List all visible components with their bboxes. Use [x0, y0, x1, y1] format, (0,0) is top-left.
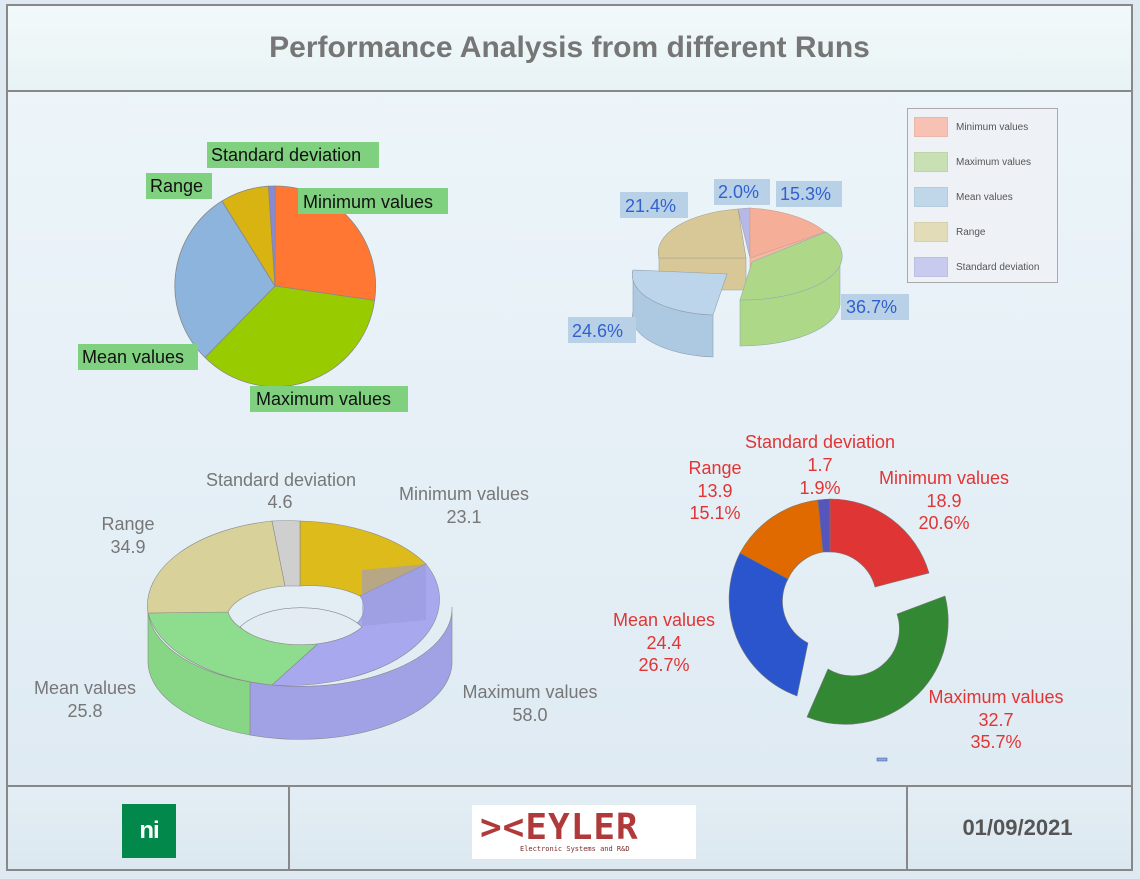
slice-maximum-values[interactable] — [204, 285, 376, 387]
label-stddev-name: Standard deviation — [206, 470, 356, 490]
legend-item-maximum[interactable]: Maximum values — [914, 152, 1031, 172]
label-stddev-value: 4.6 — [267, 492, 292, 512]
label-minimum-pct: 15.3% — [780, 184, 831, 204]
label-bg — [146, 173, 212, 199]
label-maximum-pct: 35.7% — [970, 732, 1021, 752]
label-mean-pct: 24.6% — [572, 321, 623, 341]
donut-hole — [239, 607, 363, 646]
ring-minimum-values[interactable] — [829, 498, 930, 588]
label-range-value: 34.9 — [110, 537, 145, 557]
legend-label: Standard deviation — [956, 261, 1040, 273]
legend-swatch — [914, 117, 948, 137]
label-minimum-name: Minimum values — [879, 468, 1009, 488]
footer-center-cell: ><EYLER Electronic Systems and R&D — [290, 787, 908, 869]
legend-item-stddev[interactable]: Standard deviation — [914, 257, 1039, 277]
legend-swatch — [914, 152, 948, 172]
label-range-pct: 21.4% — [625, 196, 676, 216]
keyler-logo-text: ><EYLER — [480, 807, 639, 848]
chart-bottom-left: Standard deviation 4.6 Minimum values 23… — [34, 470, 598, 740]
ni-logo: ni — [122, 804, 176, 858]
label-bg — [841, 294, 909, 320]
label-range-pct: 15.1% — [689, 503, 740, 523]
donut-wall-mean-values — [147, 606, 251, 736]
label-bg — [78, 344, 198, 370]
legend-label: Minimum values — [956, 121, 1029, 133]
label-range-name: Range — [688, 458, 741, 478]
legend: Minimum values Maximum values Mean value… — [907, 108, 1058, 283]
footer-right-cell: 01/09/2021 — [908, 787, 1131, 869]
label-standard-deviation: Standard deviation — [211, 145, 361, 165]
slice-top-mean-values[interactable] — [632, 269, 728, 316]
ring-standard-deviation[interactable] — [817, 498, 831, 553]
label-minimum-value: 23.1 — [446, 507, 481, 527]
legend-item-range[interactable]: Range — [914, 222, 985, 242]
legend-swatch — [914, 187, 948, 207]
label-stddev-pct: 1.9% — [799, 478, 840, 498]
slice-standard-deviation[interactable] — [268, 185, 276, 287]
label-bg — [776, 181, 842, 207]
marker-dot — [876, 757, 888, 762]
label-range: Range — [150, 176, 203, 196]
label-mean-name: Mean values — [34, 678, 136, 698]
label-maximum-name: Maximum values — [928, 687, 1063, 707]
page-title: Performance Analysis from different Runs — [269, 31, 870, 64]
footer: ni ><EYLER Electronic Systems and R&D 01… — [6, 785, 1133, 871]
slice-minimum-values[interactable] — [274, 185, 377, 301]
label-mean-pct: 26.7% — [638, 655, 689, 675]
donut-top-standard-deviation[interactable] — [271, 520, 301, 587]
ring-maximum-values[interactable] — [806, 595, 949, 725]
label-bg — [298, 188, 448, 214]
label-bg — [250, 386, 408, 412]
report-date: 01/09/2021 — [962, 815, 1073, 840]
chart-bottom-right — [728, 498, 949, 762]
label-minimum-name: Minimum values — [399, 484, 529, 504]
label-range-value: 13.9 — [697, 481, 732, 501]
label-minimum-values: Minimum values — [303, 192, 433, 212]
label-range-name: Range — [101, 514, 154, 534]
label-stddev-value: 1.7 — [807, 455, 832, 475]
label-mean-value: 24.4 — [646, 633, 681, 653]
label-bg — [620, 192, 688, 218]
title-bar: Performance Analysis from different Runs — [6, 4, 1133, 92]
label-mean-values: Mean values — [82, 347, 184, 367]
label-bg — [207, 142, 379, 168]
slice-top-range[interactable] — [658, 208, 747, 259]
legend-label: Range — [956, 226, 986, 238]
legend-swatch — [914, 257, 948, 277]
label-maximum-name: Maximum values — [462, 682, 597, 702]
donut-top-range[interactable] — [147, 520, 286, 614]
label-bg — [568, 317, 636, 343]
label-maximum-pct: 36.7% — [846, 297, 897, 317]
chart-top-left: Standard deviation Range Minimum values … — [78, 142, 448, 412]
keyler-logo-subtitle: Electronic Systems and R&D — [520, 845, 630, 853]
label-minimum-pct: 20.6% — [918, 513, 969, 533]
label-bg — [714, 179, 770, 205]
keyler-logo: ><EYLER Electronic Systems and R&D — [472, 805, 696, 859]
slice-top-maximum-values[interactable] — [739, 231, 843, 301]
legend-swatch — [914, 222, 948, 242]
chart-top-right: 21.4% 2.0% 15.3% 36.7% 24.6% — [568, 179, 909, 358]
label-stddev-pct: 2.0% — [718, 182, 759, 202]
legend-item-mean[interactable]: Mean values — [914, 187, 1013, 207]
legend-item-minimum[interactable]: Minimum values — [914, 117, 1028, 137]
donut-inner-wall-maximum — [362, 564, 426, 626]
label-mean-value: 25.8 — [67, 701, 102, 721]
legend-label: Maximum values — [956, 156, 1032, 168]
label-minimum-value: 18.9 — [926, 491, 961, 511]
ring-mean-values[interactable] — [728, 552, 809, 697]
chart-bottom-right-labels: Standard deviation 1.7 1.9% Minimum valu… — [613, 432, 1064, 752]
footer-left-cell: ni — [8, 787, 290, 869]
label-maximum-values: Maximum values — [256, 389, 391, 409]
label-maximum-value: 32.7 — [978, 710, 1013, 730]
legend-label: Mean values — [956, 191, 1013, 203]
label-stddev-name: Standard deviation — [745, 432, 895, 452]
label-maximum-value: 58.0 — [512, 705, 547, 725]
slice-top-minimum-values[interactable] — [749, 207, 826, 259]
label-mean-name: Mean values — [613, 610, 715, 630]
slice-mean-values[interactable] — [174, 200, 276, 359]
